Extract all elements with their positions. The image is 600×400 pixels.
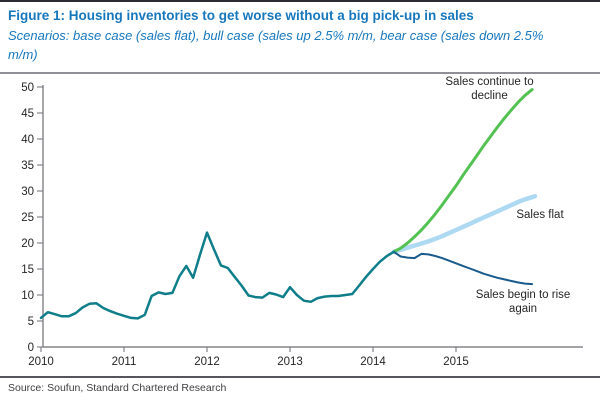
annotation-sales-flat: Sales flat	[516, 209, 564, 221]
figure-title: Figure 1: Housing inventories to get wor…	[8, 8, 474, 23]
series-bull-case	[392, 250, 534, 286]
top-border-bar	[0, 0, 600, 2]
y-tick-label: 50	[21, 82, 34, 94]
source-note: Source: Soufun, Standard Chartered Resea…	[8, 382, 227, 394]
series-bear-case	[392, 88, 534, 254]
x-tick-label: 2014	[360, 356, 386, 368]
series-base-case	[391, 193, 538, 255]
y-tick-label: 0	[28, 342, 34, 354]
x-tick-label: 2010	[28, 356, 54, 368]
x-tick-label: 2015	[443, 356, 469, 368]
x-tick-label: 2013	[277, 356, 303, 368]
y-tick-label: 45	[21, 108, 34, 120]
y-tick-label: 35	[21, 160, 34, 172]
y-tick-label: 40	[21, 134, 34, 146]
y-tick-label: 15	[21, 264, 34, 276]
footer-divider	[0, 376, 600, 378]
annotation-sales-continue-to-decline: Sales continue to decline	[445, 76, 534, 102]
y-tick-label: 25	[21, 212, 34, 224]
annotation-sales-begin-to-rise-again: Sales begin to rise again	[475, 289, 571, 315]
series-historical	[39, 231, 396, 320]
y-tick-label: 20	[21, 238, 34, 250]
x-tick-label: 2012	[194, 356, 220, 368]
y-tick-label: 5	[28, 316, 34, 328]
header-divider	[0, 72, 600, 74]
x-tick-label: 2011	[112, 356, 137, 368]
y-tick-label: 30	[21, 186, 34, 198]
y-tick-label: 10	[21, 290, 34, 302]
figure-subtitle: Scenarios: base case (sales flat), bull …	[8, 28, 544, 62]
